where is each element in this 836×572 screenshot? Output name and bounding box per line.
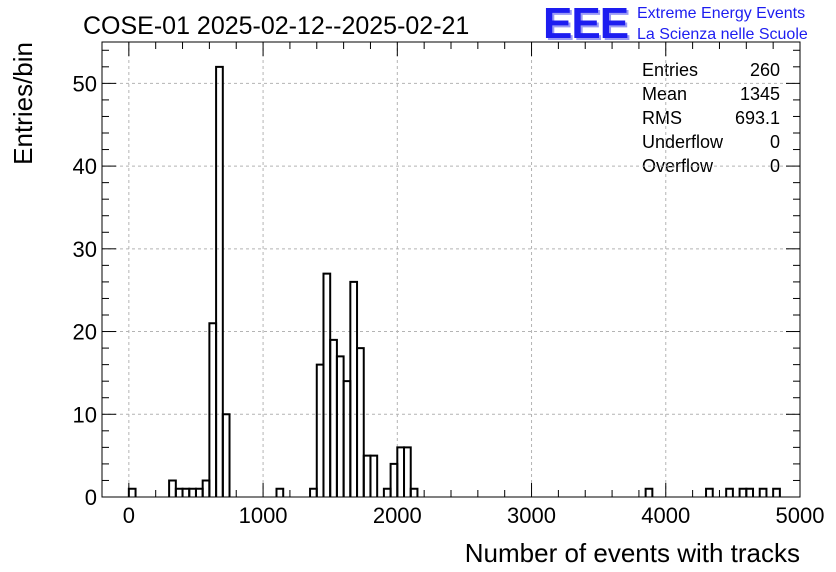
stats-row-entries: Entries 260 bbox=[642, 60, 780, 84]
x-tick-label: 5000 bbox=[776, 503, 825, 528]
stats-label: RMS bbox=[642, 108, 682, 128]
histogram-bar bbox=[758, 487, 768, 497]
histogram-bar bbox=[389, 462, 399, 497]
stats-label: Underflow bbox=[642, 132, 724, 152]
histogram-bar bbox=[644, 487, 654, 497]
y-tick-label: 0 bbox=[85, 485, 97, 510]
stats-value: 693.1 bbox=[734, 108, 780, 128]
histogram-bar bbox=[174, 487, 184, 497]
y-tick-label: 50 bbox=[73, 71, 97, 96]
y-tick-label: 40 bbox=[73, 154, 97, 179]
eee-logo: EEE bbox=[543, 0, 629, 48]
stats-label: Overflow bbox=[642, 156, 714, 176]
histogram-bar bbox=[329, 338, 338, 497]
stats-box: Entries 260 Mean 1345 RMS 693.1 Underflo… bbox=[642, 60, 780, 180]
stats-label: Mean bbox=[642, 84, 688, 104]
histogram-bar bbox=[396, 446, 406, 497]
y-axis-label: Entries/bin bbox=[8, 42, 38, 165]
logo-line-2: La Scienza nelle Scuole bbox=[637, 26, 808, 43]
histogram-bar bbox=[362, 454, 372, 497]
chart-title: COSE-01 2025-02-12--2025-02-21 bbox=[83, 12, 470, 40]
histogram-bar bbox=[745, 487, 755, 497]
histogram-bar bbox=[309, 487, 318, 497]
stats-value: 0 bbox=[769, 132, 780, 152]
stats-value: 1345 bbox=[739, 84, 780, 104]
stats-row-mean: Mean 1345 bbox=[642, 84, 780, 108]
histogram-bar bbox=[275, 487, 285, 497]
histogram-bar bbox=[705, 487, 714, 497]
histogram-bar bbox=[382, 487, 392, 497]
logo-line-1: Extreme Energy Events bbox=[637, 5, 806, 22]
histogram-bar bbox=[738, 487, 748, 497]
histogram-bar bbox=[403, 446, 412, 497]
stats-label: Entries bbox=[642, 60, 699, 80]
histogram-bar bbox=[349, 280, 359, 497]
stats-row-underflow: Underflow 0 bbox=[642, 132, 780, 156]
x-tick-label: 4000 bbox=[641, 503, 690, 528]
histogram-bar bbox=[201, 479, 211, 497]
histogram-bar bbox=[194, 487, 204, 497]
histogram-bar bbox=[772, 487, 781, 497]
histogram-bar bbox=[188, 487, 197, 497]
stats-value: 260 bbox=[749, 60, 780, 80]
x-tick-label: 0 bbox=[123, 503, 135, 528]
stats-row-rms: RMS 693.1 bbox=[642, 108, 780, 132]
histogram-bar bbox=[409, 487, 419, 497]
x-tick-label: 3000 bbox=[507, 503, 556, 528]
histogram-bar bbox=[127, 487, 137, 497]
x-tick-label: 2000 bbox=[373, 503, 422, 528]
histogram-bar bbox=[315, 363, 325, 497]
histogram-bar bbox=[208, 322, 218, 497]
histogram-bar bbox=[369, 454, 379, 497]
histogram-bar bbox=[215, 65, 224, 497]
x-axis-label: Number of events with tracks bbox=[465, 538, 800, 568]
y-tick-label: 10 bbox=[73, 402, 97, 427]
histogram-bar bbox=[356, 347, 365, 497]
y-tick-label: 30 bbox=[73, 237, 97, 262]
histogram-bar bbox=[335, 355, 345, 497]
x-tick-label: 1000 bbox=[239, 503, 288, 528]
plot-frame bbox=[101, 41, 801, 498]
histogram-bar bbox=[221, 413, 231, 497]
histogram-bar bbox=[181, 487, 191, 497]
y-tick-label: 20 bbox=[73, 320, 97, 345]
histogram-bar bbox=[342, 380, 352, 497]
histogram-bar bbox=[168, 479, 177, 497]
histogram-bar bbox=[322, 272, 332, 497]
histogram-bar bbox=[725, 487, 734, 497]
